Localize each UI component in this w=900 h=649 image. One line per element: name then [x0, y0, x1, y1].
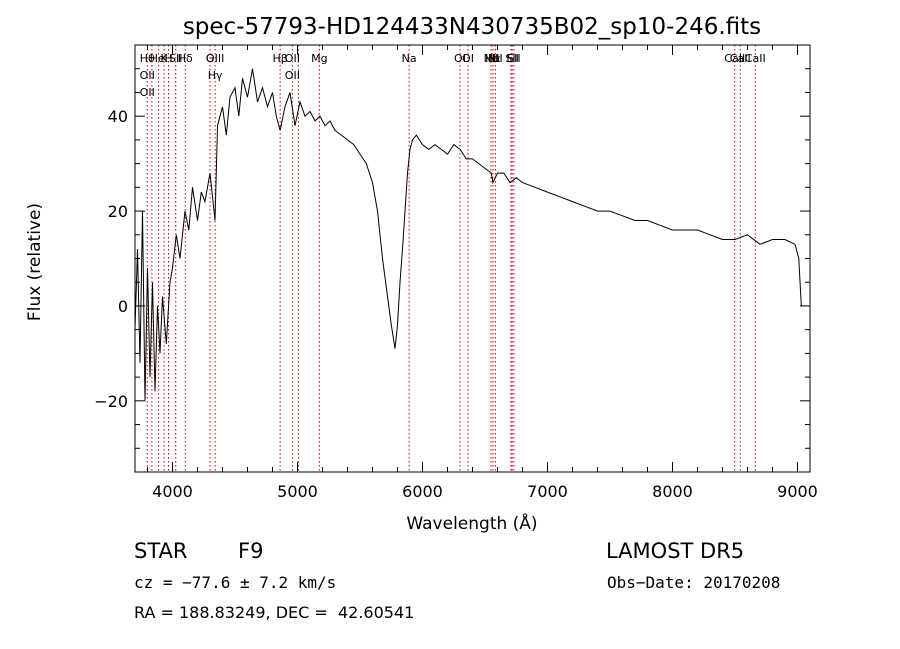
line-label-19-0: Li: [506, 52, 515, 65]
line-label-10-1: OII: [285, 69, 300, 82]
line-label-3-0: K: [161, 52, 169, 65]
line-label-0-1: OII: [140, 69, 155, 82]
line-label-2-0: Hel: [150, 52, 168, 65]
y-tick-label-3: 40: [108, 107, 128, 126]
line-label-14-0: OI: [454, 52, 466, 65]
line-label-7-0: G: [206, 52, 215, 65]
line-label-12-0: Mg: [311, 52, 327, 65]
line-label-23-0: CaII: [730, 52, 751, 65]
plot-frame: [134, 44, 811, 473]
x-tick-label-5: 9000: [777, 482, 818, 501]
y-tick-label-1: 0: [118, 297, 128, 316]
line-label-13-0: Na: [402, 52, 417, 65]
line-label-5-0: SII: [169, 52, 182, 65]
line-label-6-0: Hδ: [178, 52, 193, 65]
line-label-0-0: Hθ: [140, 52, 155, 65]
emission-line-markers: [146, 45, 756, 472]
x-tick-label-0: 4000: [152, 482, 193, 501]
line-label-17-0: Hα: [485, 52, 501, 65]
spectrum-line: [134, 68, 804, 401]
line-label-0-2: OII: [140, 86, 155, 99]
x-tick-label-2: 6000: [402, 482, 443, 501]
object-subclass: F9: [238, 539, 264, 563]
x-axis: 4000 5000 6000 7000 8000 9000: [147, 45, 818, 501]
line-label-9-0: Hβ: [272, 52, 287, 65]
line-label-22-0: CaII: [724, 52, 745, 65]
x-axis-label: Wavelength (Å): [406, 512, 537, 534]
line-label-8-1: Hγ: [208, 69, 223, 82]
chart-title: spec-57793-HD124433N430735B02_sp10-246.f…: [183, 14, 761, 40]
line-label-24-0: CaII: [745, 52, 766, 65]
line-label-20-0: SII: [505, 52, 518, 65]
x-tick-label-1: 5000: [277, 482, 318, 501]
line-label-4-0: H: [164, 52, 172, 65]
line-label-16-0: NII: [484, 52, 499, 65]
y-tick-label-0: −20: [94, 392, 128, 411]
y-tick-label-2: 20: [108, 202, 128, 221]
x-tick-label-4: 8000: [652, 482, 693, 501]
line-label-15-0: OI: [462, 52, 474, 65]
line-label-8-0: OIII: [206, 52, 224, 65]
survey-name: LAMOST DR5: [606, 539, 745, 563]
line-label-21-0: SII: [507, 52, 520, 65]
y-axis: −20 0 20 40: [94, 68, 810, 449]
line-label-10-0: OII: [285, 52, 300, 65]
line-label-18-0: NII: [488, 52, 503, 65]
redshift-velocity: cz = −77.6 ± 7.2 km/s: [134, 573, 337, 592]
y-axis-label: Flux (relative): [25, 203, 45, 321]
object-class: STAR: [134, 539, 188, 563]
observation-date: Obs−Date: 20170208: [607, 573, 781, 592]
x-tick-label-3: 7000: [527, 482, 568, 501]
sky-coordinates: RA = 188.83249, DEC = 42.60541: [134, 603, 415, 622]
